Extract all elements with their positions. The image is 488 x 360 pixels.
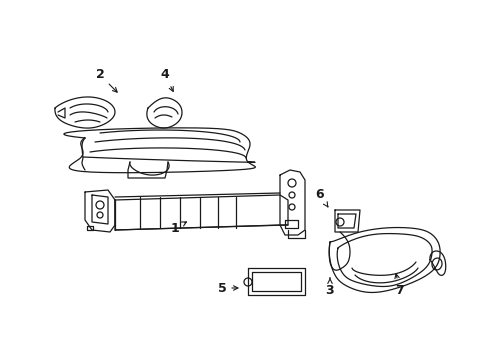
Text: 7: 7	[394, 274, 404, 297]
Text: 1: 1	[170, 221, 186, 234]
Text: 3: 3	[325, 278, 334, 297]
Text: 6: 6	[315, 189, 327, 207]
Text: 4: 4	[160, 68, 173, 91]
Text: 2: 2	[96, 68, 117, 92]
Text: 5: 5	[217, 282, 238, 294]
